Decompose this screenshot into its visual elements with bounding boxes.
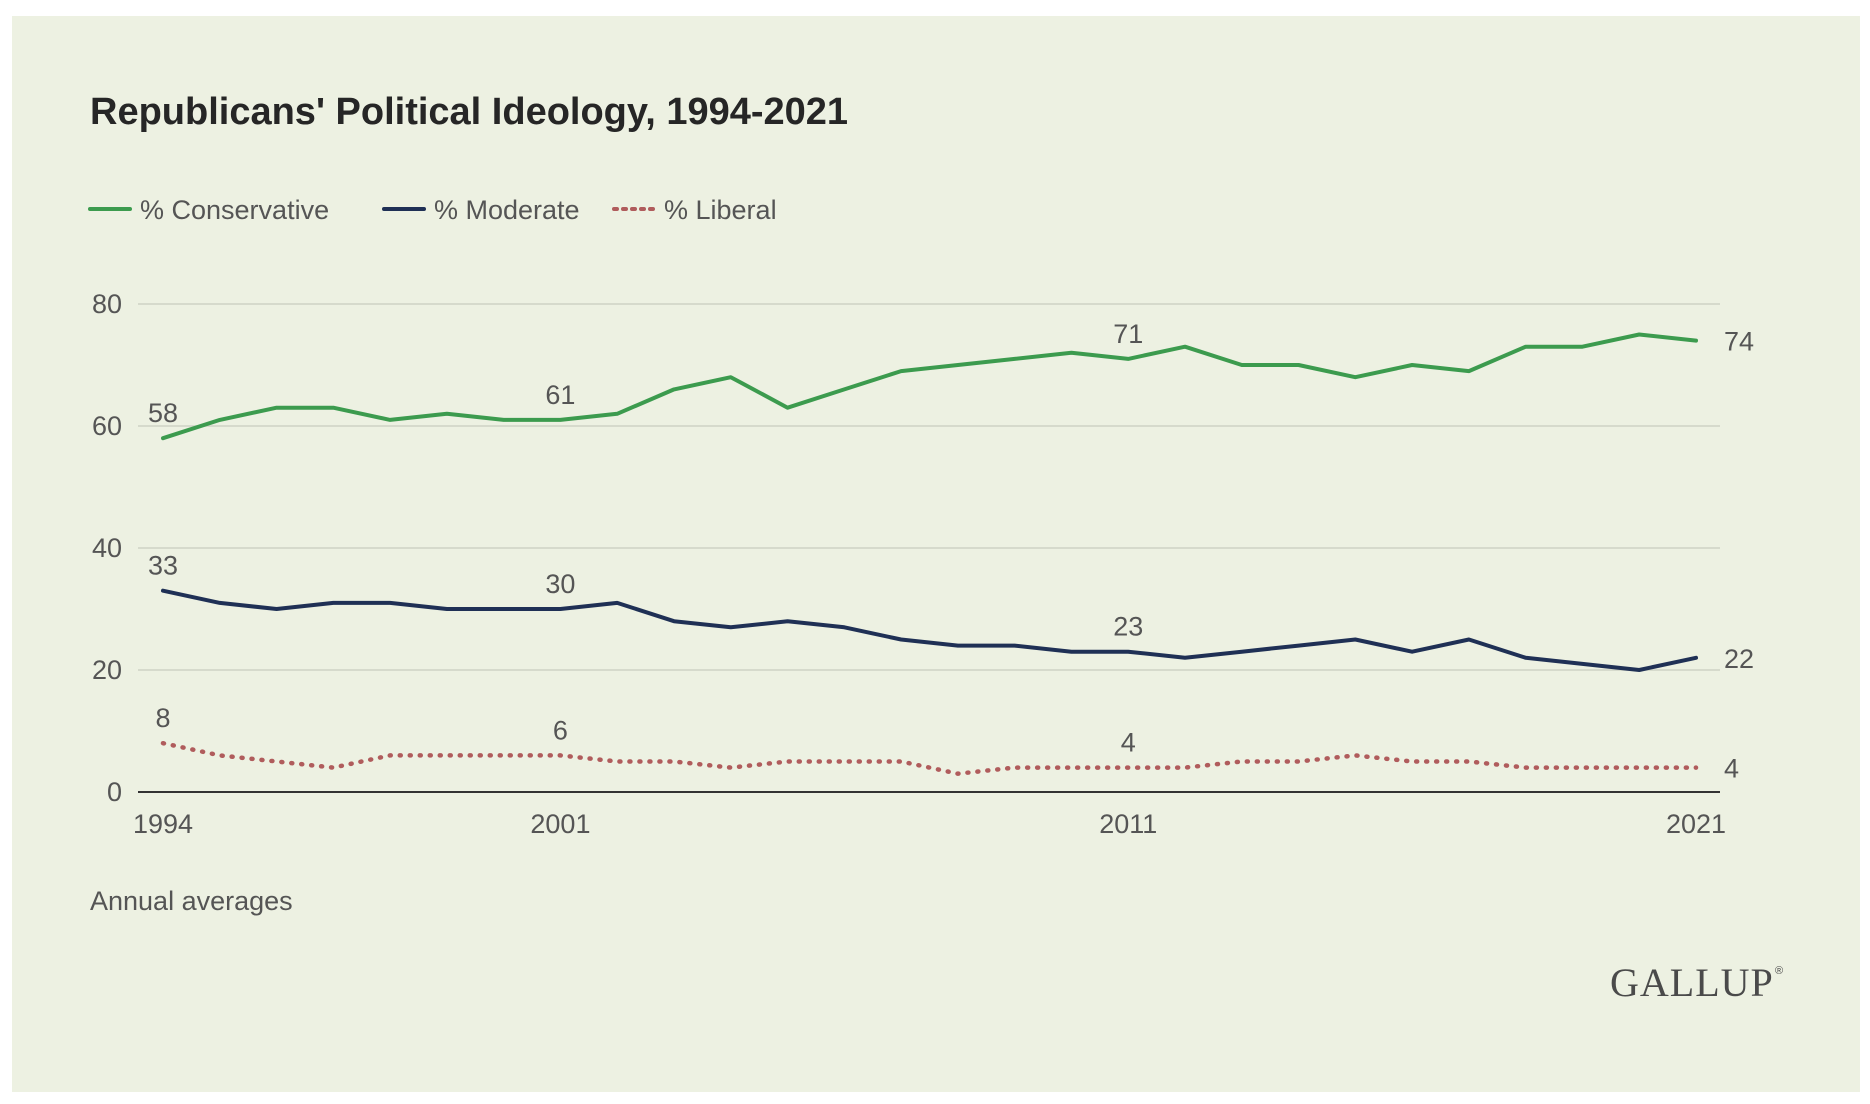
data-label: 6 (553, 715, 568, 745)
data-label: 74 (1724, 327, 1754, 357)
y-tick-label: 20 (92, 655, 122, 685)
data-label: 23 (1113, 612, 1143, 642)
data-label: 4 (1121, 728, 1136, 758)
y-tick-label: 40 (92, 533, 122, 563)
x-tick-label: 2001 (530, 809, 590, 839)
x-tick-label: 2021 (1666, 809, 1726, 839)
gallup-logo: GALLUP (1610, 960, 1774, 1005)
series-line (161, 588, 1698, 672)
data-labels: 58 61 71 74 33 30 23 22 8 6 4 4 (148, 319, 1754, 784)
x-tick-label: 1994 (133, 809, 193, 839)
legend-item: % Moderate (382, 195, 580, 225)
gridlines (138, 303, 1720, 793)
chart-note: Annual averages (90, 886, 293, 916)
data-label: 61 (545, 380, 575, 410)
data-label: 4 (1724, 754, 1739, 784)
legend-label: % Conservative (140, 195, 329, 225)
series-line (161, 332, 1698, 441)
y-tick-label: 0 (107, 777, 122, 807)
legend-item: % Liberal (612, 195, 777, 225)
data-label: 33 (148, 551, 178, 581)
chart-panel (12, 16, 1860, 1092)
data-label: 22 (1724, 644, 1754, 674)
data-label: 71 (1113, 319, 1143, 349)
legend: % Conservative % Moderate % Liberal (88, 195, 777, 225)
data-label: 8 (155, 703, 170, 733)
legend-label: % Moderate (434, 195, 580, 225)
y-tick-label: 60 (92, 411, 122, 441)
series-line (160, 740, 1699, 776)
x-axis: 1994 2001 2011 2021 (133, 809, 1726, 839)
data-label: 58 (148, 398, 178, 428)
y-tick-label: 80 (92, 289, 122, 319)
legend-label: % Liberal (664, 195, 777, 225)
chart-title: Republicans' Political Ideology, 1994-20… (90, 91, 848, 133)
series-lines (160, 332, 1699, 776)
data-label: 30 (545, 569, 575, 599)
y-axis: 0 20 40 60 80 (92, 289, 122, 807)
legend-item: % Conservative (88, 195, 329, 225)
x-tick-label: 2011 (1099, 809, 1157, 839)
registered-mark: ® (1775, 965, 1783, 977)
